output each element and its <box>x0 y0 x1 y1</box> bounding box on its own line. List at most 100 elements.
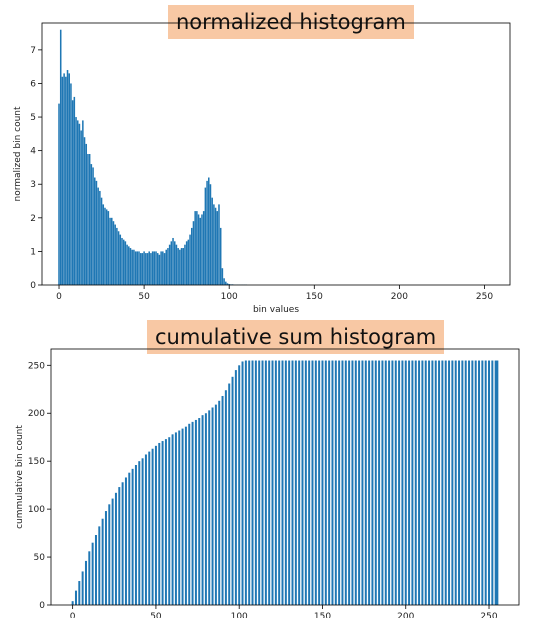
chart2-bar <box>234 370 237 605</box>
chart1-ylabel: normalized bin count <box>13 106 23 202</box>
chart2-bar <box>321 360 324 605</box>
chart1-bar <box>58 103 60 286</box>
chart1-bar <box>158 254 161 285</box>
chart2-bar <box>341 360 344 605</box>
chart2-bar <box>191 421 194 605</box>
chart1-bar <box>73 96 76 286</box>
chart1-bar <box>202 211 205 285</box>
chart2-bar <box>184 426 187 605</box>
chart1-bar <box>68 73 70 285</box>
chart1-bar <box>184 244 186 285</box>
chart2-bar <box>224 390 227 605</box>
chart1-bar <box>228 283 230 285</box>
chart2-bar <box>438 360 441 605</box>
chart2-bar <box>91 542 94 605</box>
chart2-bar <box>451 360 454 605</box>
chart1-bar <box>126 244 128 285</box>
chart2-bar <box>378 360 381 605</box>
chart2-bar <box>261 360 264 605</box>
chart2-bar <box>301 360 304 605</box>
chart2-ytick-label: 250 <box>28 361 45 371</box>
chart2-bar <box>168 437 171 605</box>
chart2-ytick-label: 50 <box>34 553 46 563</box>
chart1-xtick-label: 100 <box>221 292 238 302</box>
chart2-bar <box>371 360 374 605</box>
chart1-bar <box>133 249 135 285</box>
chart2-bar <box>431 360 434 605</box>
chart2-bar <box>231 376 234 605</box>
chart1-bar <box>192 221 195 285</box>
chart1-bar <box>199 217 202 285</box>
chart2-xtick-label: 0 <box>70 612 76 618</box>
chart2-bar <box>448 360 451 605</box>
chart2-bar <box>288 360 291 605</box>
chart2-bar <box>298 360 301 605</box>
chart2-bar <box>374 360 377 605</box>
chart2-bar <box>71 601 74 605</box>
chart2-bar <box>154 445 157 605</box>
chart1-ytick-label: 7 <box>30 46 36 56</box>
chart1-bar <box>206 180 208 285</box>
chart2-bar <box>331 360 334 605</box>
chart2-bar <box>241 361 244 605</box>
chart1-bar <box>85 143 88 285</box>
chart2-bar <box>284 360 287 605</box>
chart1-bar <box>201 214 203 285</box>
chart2-bar <box>228 383 231 605</box>
chart1-bar <box>129 248 132 285</box>
chart1-bar <box>138 251 140 285</box>
chart1-bar <box>218 204 220 285</box>
chart1-bar <box>114 224 116 285</box>
chart2-bar <box>111 498 114 605</box>
chart2-xtick-label: 100 <box>231 612 248 618</box>
chart2-bar <box>214 404 217 605</box>
chart2-bar <box>281 360 284 605</box>
chart2-xtick-label: 250 <box>480 612 497 618</box>
chart1-bar <box>208 177 210 285</box>
chart2-bar <box>411 360 414 605</box>
chart2-bar <box>478 360 481 605</box>
chart2-bar <box>108 504 111 605</box>
chart2-bar <box>268 360 271 605</box>
chart2-bar <box>208 410 211 605</box>
chart2-bar <box>338 360 341 605</box>
chart2-bar <box>408 360 411 605</box>
chart2-bar <box>364 360 367 605</box>
chart2-bar <box>368 360 371 605</box>
chart2-bar <box>441 360 444 605</box>
chart1-bar <box>139 253 142 285</box>
chart1-bar <box>88 154 91 285</box>
chart2-bar <box>484 360 487 605</box>
chart1-bar <box>162 251 164 285</box>
chart1-xtick-label: 150 <box>306 292 323 302</box>
chart2-bar <box>328 360 331 605</box>
chart1-bar <box>153 251 156 285</box>
chart2-bar <box>421 360 424 605</box>
chart1-xtick-label: 200 <box>391 292 408 302</box>
chart1-bar <box>95 180 98 285</box>
chart1-bar <box>167 248 169 285</box>
chart1-bar <box>87 154 89 285</box>
chart1-bar <box>173 241 176 285</box>
chart1-bar <box>128 246 130 285</box>
chart2-bar <box>101 518 104 605</box>
chart1-bar <box>107 211 110 285</box>
chart2-bar <box>434 360 437 605</box>
chart2-bar <box>271 360 274 605</box>
chart2-bar <box>78 581 81 605</box>
chart2-bar <box>424 360 427 605</box>
chart2-bar <box>358 360 361 605</box>
chart2-bar <box>418 360 421 605</box>
chart2-bar <box>488 360 491 605</box>
chart1-bar <box>182 248 185 285</box>
chart2-bar <box>201 415 204 605</box>
chart1-bar <box>197 214 200 285</box>
chart2-bar <box>361 360 364 605</box>
chart1-ytick-label: 5 <box>30 113 36 123</box>
chart1-title: normalized histogram <box>168 5 414 39</box>
chart1-bar <box>109 217 111 285</box>
chart1-xtick-label: 250 <box>476 292 493 302</box>
chart1-bar <box>172 237 174 285</box>
chart1-bar <box>70 83 72 286</box>
chart2-bar <box>334 360 337 605</box>
